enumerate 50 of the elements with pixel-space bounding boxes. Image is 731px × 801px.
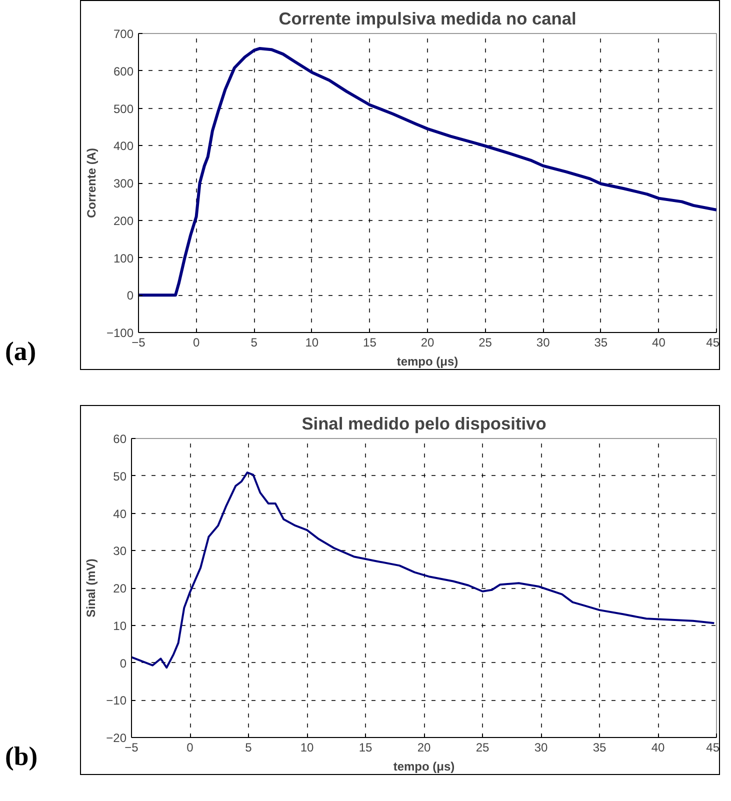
x-tick-label: 30 xyxy=(534,740,548,754)
y-tick-label: 700 xyxy=(113,27,134,41)
x-tick-label: 5 xyxy=(250,336,258,350)
y-tick-label: 100 xyxy=(113,251,134,266)
chart-title: Sinal medido pelo dispositivo xyxy=(302,414,546,434)
y-tick-label: 600 xyxy=(113,64,134,78)
x-tick-label: 5 xyxy=(245,740,252,754)
y-axis-title: Sinal (mV) xyxy=(84,558,98,618)
y-tick-label: 60 xyxy=(113,432,127,446)
x-tick-label: 40 xyxy=(651,740,665,754)
y-tick-label: −10 xyxy=(106,694,127,708)
y-axis-title: Corrente (A) xyxy=(84,148,98,218)
y-tick-label: 50 xyxy=(113,469,127,484)
x-tick-label: 20 xyxy=(417,740,431,754)
y-tick-label: 400 xyxy=(113,139,134,154)
y-tick-label: 0 xyxy=(126,288,134,303)
text: (b) xyxy=(5,740,38,773)
x-tick-label: 35 xyxy=(594,336,608,350)
x-tick-label: −5 xyxy=(132,336,146,350)
x-tick-label: 0 xyxy=(192,336,200,350)
x-tick-label: 25 xyxy=(478,336,492,350)
x-tick-label: 10 xyxy=(305,336,319,350)
y-tick-label: 10 xyxy=(113,618,127,633)
x-tick-label: 20 xyxy=(420,336,434,350)
x-tick-label: 35 xyxy=(592,740,606,754)
y-tick-label: −20 xyxy=(106,731,127,745)
y-tick-label: 0 xyxy=(120,656,127,670)
x-tick-label: 25 xyxy=(476,740,490,754)
x-axis-title: tempo (μs) xyxy=(393,760,455,774)
y-tick-label: 20 xyxy=(113,582,127,596)
y-tick-label: 30 xyxy=(113,544,127,558)
line-series xyxy=(132,472,716,669)
x-tick-label: 40 xyxy=(652,336,666,350)
y-tick-label: 40 xyxy=(113,506,127,521)
x-tick-label: 15 xyxy=(358,740,372,754)
x-tick-label: 10 xyxy=(300,740,314,754)
line-series xyxy=(138,46,716,297)
x-axis-title: tempo (μs) xyxy=(396,354,458,368)
chart-title: Corrente impulsiva medida no canal xyxy=(278,8,576,28)
x-tick-label: 30 xyxy=(536,336,550,350)
x-tick-label: 0 xyxy=(186,740,194,754)
y-tick-label: 300 xyxy=(113,176,134,190)
text: (a) xyxy=(5,334,36,368)
x-tick-label: 45 xyxy=(706,336,720,350)
x-tick-label: −5 xyxy=(124,740,139,754)
x-tick-label: 15 xyxy=(363,336,377,350)
x-tick-label: 45 xyxy=(706,740,720,754)
y-tick-label: −100 xyxy=(106,326,134,340)
y-tick-label: 500 xyxy=(113,102,134,116)
y-tick-label: 200 xyxy=(113,214,134,228)
